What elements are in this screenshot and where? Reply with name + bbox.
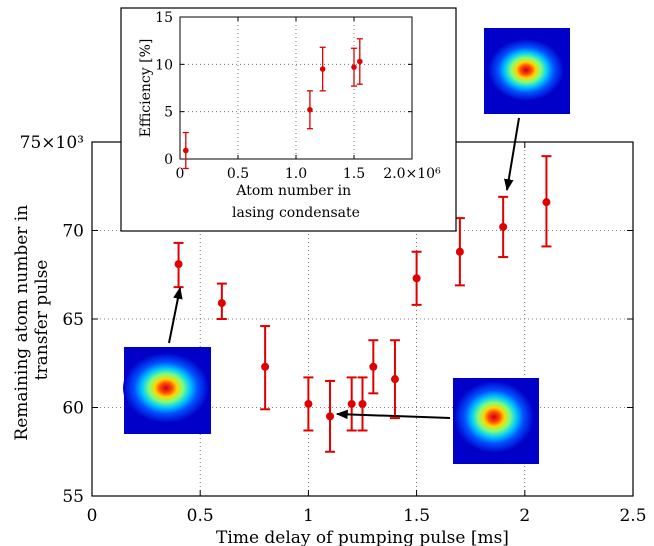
y-tick-label: 15	[155, 10, 173, 26]
condensate-image-1	[123, 347, 211, 434]
inset-ylabel: Efficiency [%]	[138, 39, 154, 138]
data-point	[412, 274, 421, 283]
y-tick-label: 60	[62, 399, 84, 419]
arrow-image-2	[335, 409, 451, 420]
data-point	[261, 362, 270, 371]
arrow-image-1	[168, 286, 183, 344]
inset-axis-ticks: 0 0.5 1.0 1.5 2.0×10⁶ 0 5 10 15	[155, 10, 441, 182]
inset-plot: 0 0.5 1.0 1.5 2.0×10⁶ 0 5 10 15 Efficiency [%] A…	[120, 7, 457, 232]
inset-plot-frame	[179, 16, 413, 160]
main-xlabel: Time delay of pumping pulse [ms]	[216, 528, 509, 546]
main-gridlines	[92, 142, 633, 496]
x-tick-label: 2.0×10⁶	[383, 166, 441, 182]
y-tick-label: 0	[164, 152, 173, 168]
x-tick-label: 2	[519, 506, 530, 526]
y-tick-label: 75×10³	[20, 133, 84, 153]
data-point	[326, 412, 335, 421]
data-point	[217, 299, 226, 308]
x-tick-label: 1.5	[343, 166, 365, 182]
x-tick-label: 1	[303, 506, 314, 526]
data-point	[455, 247, 464, 256]
data-point	[319, 66, 326, 72]
data-point	[183, 147, 189, 154]
data-point	[357, 58, 363, 65]
condensate-image-3	[484, 28, 570, 114]
x-tick-label: 0.5	[227, 166, 249, 182]
condensate-image-2	[453, 378, 539, 464]
y-tick-label: 70	[62, 222, 84, 242]
data-point	[351, 64, 357, 70]
x-tick-label: 2.5	[619, 506, 646, 526]
y-tick-label: 55	[62, 487, 84, 507]
y-tick-label: 65	[62, 310, 84, 330]
data-point	[542, 198, 551, 207]
data-point	[390, 375, 399, 384]
inset-gridlines	[180, 17, 412, 159]
arrow-image-3	[504, 117, 520, 192]
main-ylabel: Remaining atom number in transfer pulse	[12, 199, 52, 440]
main-axis-ticks: 0 0.5 1 1.5 2 2.5 55 60 65 70 75×10³	[20, 133, 647, 526]
y-tick-label: 5	[164, 105, 173, 121]
y-tick-label: 10	[155, 57, 173, 73]
inset-data-points	[183, 58, 363, 154]
data-point	[499, 222, 508, 231]
x-tick-label: 1.5	[403, 506, 430, 526]
data-point	[369, 362, 378, 371]
x-tick-label: 0.5	[187, 506, 214, 526]
x-tick-label: 0	[87, 506, 98, 526]
inset-xlabel: Atom number in lasing condensate	[232, 183, 360, 221]
x-tick-label: 1.0	[285, 166, 307, 182]
data-point	[358, 399, 367, 408]
data-point	[304, 399, 313, 408]
data-point	[347, 399, 356, 408]
x-tick-label: 0	[176, 166, 185, 182]
data-point	[174, 260, 183, 269]
main-data-points	[174, 198, 551, 421]
data-point	[307, 106, 313, 113]
